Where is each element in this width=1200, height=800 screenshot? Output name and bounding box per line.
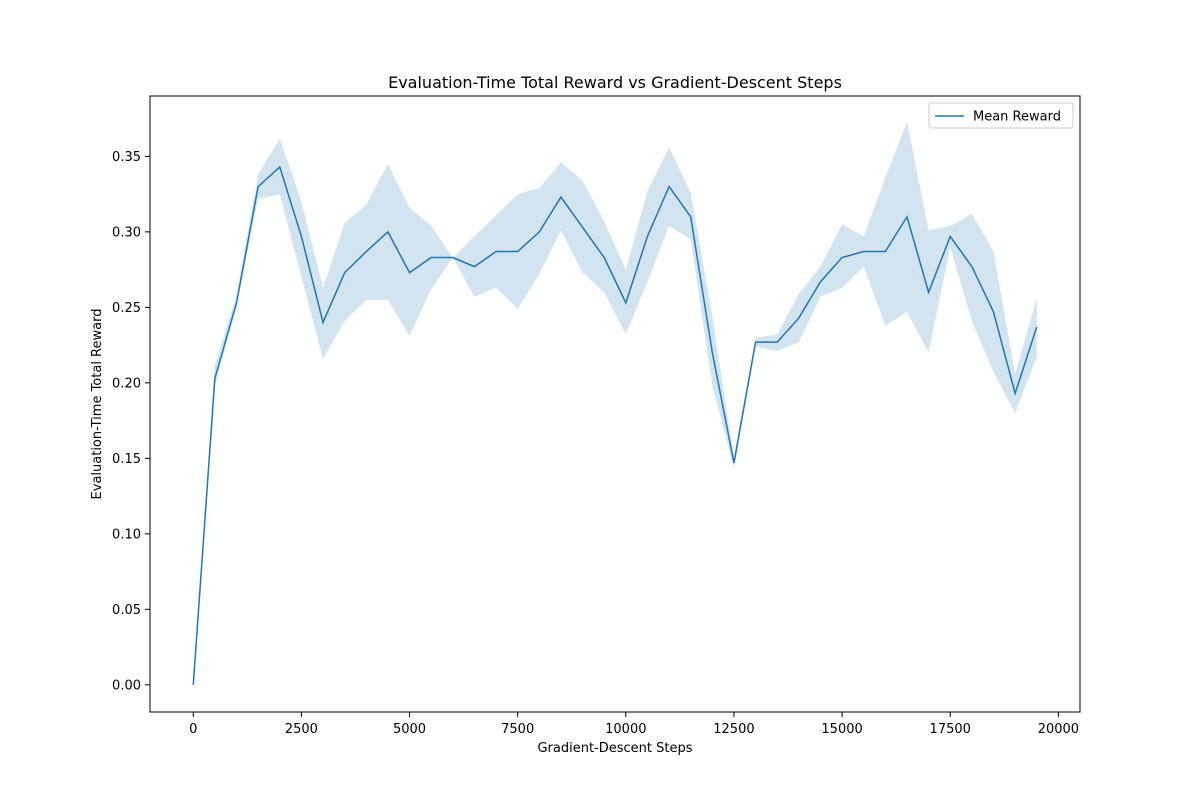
data-point <box>970 265 973 268</box>
data-point <box>235 301 238 304</box>
x-axis-ticks: 0 2500 5000 7500 10000 12500 15000 17500 20000 <box>189 712 1079 737</box>
plot-area <box>192 121 1038 686</box>
data-point <box>1014 392 1017 395</box>
legend-label: Mean Reward <box>973 110 1061 125</box>
data-point <box>754 341 757 344</box>
x-tick-label: 7500 <box>501 722 534 737</box>
data-point <box>322 321 325 324</box>
y-axis-label: Evaluation-Time Total Reward <box>90 309 105 500</box>
data-point <box>257 185 260 188</box>
x-tick-label: 17500 <box>930 722 971 737</box>
data-point <box>473 265 476 268</box>
x-tick-label: 12500 <box>713 722 754 737</box>
y-tick-label: 0.35 <box>112 150 141 165</box>
data-point <box>495 250 498 253</box>
mean-reward-line <box>192 165 1038 685</box>
x-tick-label: 5000 <box>393 722 426 737</box>
data-point <box>343 271 346 274</box>
chart-title: Evaluation-Time Total Reward vs Gradient… <box>388 73 842 92</box>
data-point <box>905 215 908 218</box>
x-tick-label: 0 <box>189 722 197 737</box>
x-tick-label: 15000 <box>821 722 862 737</box>
data-point <box>797 316 800 319</box>
data-point <box>516 250 519 253</box>
data-point <box>732 461 735 464</box>
data-point <box>559 196 562 199</box>
data-point <box>300 235 303 238</box>
data-point <box>1035 326 1038 329</box>
legend-box <box>928 102 1074 129</box>
x-axis-label: Gradient-Descent Steps <box>537 741 692 756</box>
data-point <box>365 250 368 253</box>
data-point <box>927 291 930 294</box>
y-tick-label: 0.30 <box>112 225 141 240</box>
y-tick-label: 0.20 <box>112 376 141 391</box>
data-point <box>538 230 541 233</box>
y-tick-label: 0.05 <box>112 603 141 618</box>
data-point <box>603 256 606 259</box>
data-point <box>949 235 952 238</box>
y-tick-label: 0.00 <box>112 678 141 693</box>
data-point <box>624 301 627 304</box>
data-point <box>192 683 195 686</box>
data-point <box>278 165 281 168</box>
data-point <box>776 341 779 344</box>
data-point <box>992 310 995 313</box>
data-point <box>884 250 887 253</box>
data-point <box>581 226 584 229</box>
y-tick-label: 0.15 <box>112 452 141 467</box>
data-point <box>451 256 454 259</box>
data-point <box>689 215 692 218</box>
x-tick-label: 10000 <box>605 722 646 737</box>
data-point <box>646 235 649 238</box>
data-point <box>841 256 844 259</box>
x-tick-label: 20000 <box>1038 722 1079 737</box>
legend: Mean Reward <box>928 102 1074 129</box>
data-point <box>386 230 389 233</box>
x-tick-label: 2500 <box>285 722 318 737</box>
y-axis-ticks: 0.00 0.05 0.10 0.15 0.20 0.25 0.30 0.35 <box>112 150 150 693</box>
data-point <box>213 377 216 380</box>
data-point <box>819 280 822 283</box>
data-point <box>408 271 411 274</box>
data-point <box>862 250 865 253</box>
axes-frame <box>149 95 1081 713</box>
data-point <box>668 185 671 188</box>
data-point <box>711 351 714 354</box>
y-tick-label: 0.10 <box>112 527 141 542</box>
data-point <box>430 256 433 259</box>
y-tick-label: 0.25 <box>112 301 141 316</box>
